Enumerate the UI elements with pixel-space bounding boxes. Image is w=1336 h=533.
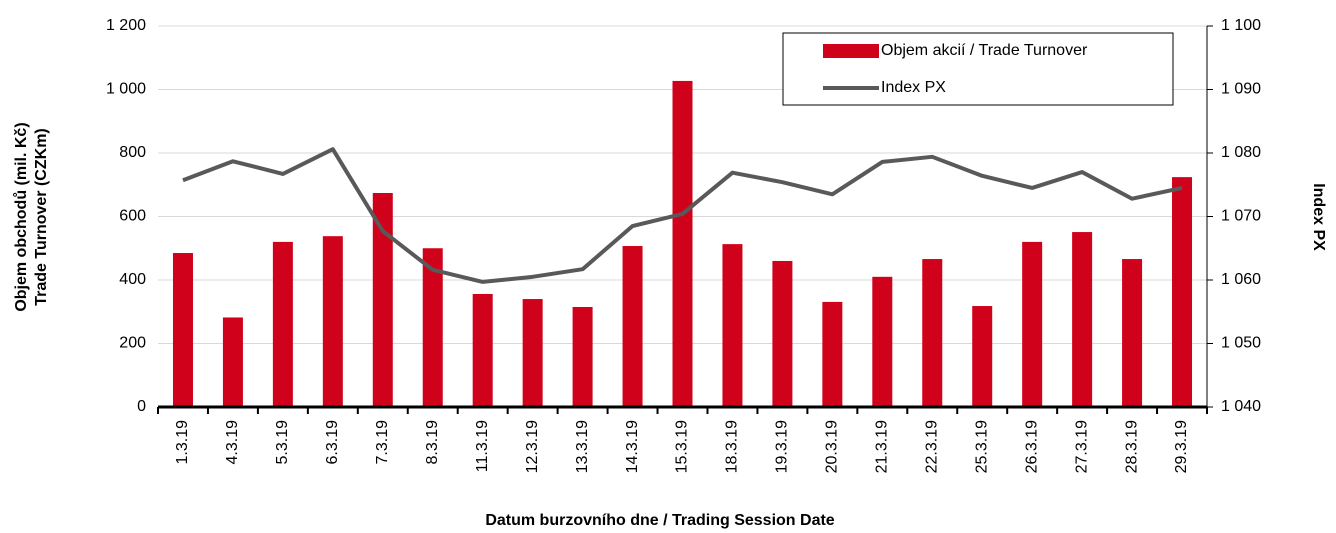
bar <box>622 246 643 407</box>
x-tick-label: 20.3.19 <box>824 420 841 473</box>
x-tick-label: 15.3.19 <box>674 420 691 473</box>
x-axis-title: Datum burzovního dne / Trading Session D… <box>485 512 834 529</box>
x-tick-label: 7.3.19 <box>374 420 391 465</box>
x-tick-label: 26.3.19 <box>1023 420 1040 473</box>
x-tick-label: 21.3.19 <box>874 420 891 473</box>
x-tick-label: 13.3.19 <box>574 420 591 473</box>
legend-label: Objem akcií / Trade Turnover <box>881 42 1088 59</box>
y2-tick-label: 1 090 <box>1221 81 1261 98</box>
y-tick-label: 600 <box>119 208 146 225</box>
bar <box>772 260 793 407</box>
bar <box>1022 241 1043 407</box>
bar <box>422 248 443 407</box>
x-tick-label: 29.3.19 <box>1173 420 1190 473</box>
line <box>182 147 1183 284</box>
bar <box>1122 259 1143 407</box>
bar <box>172 253 193 407</box>
x-tick-label: 25.3.19 <box>973 420 990 473</box>
x-tick-label: 5.3.19 <box>274 420 291 465</box>
x-tick-label: 11.3.19 <box>474 420 491 472</box>
bar <box>522 299 543 407</box>
y2-tick-label: 1 070 <box>1221 208 1261 225</box>
x-tick-label: 1.3.19 <box>174 420 191 465</box>
bar <box>672 80 693 408</box>
bar <box>1172 177 1193 407</box>
bar <box>472 293 493 407</box>
y-axis-title: Trade Turnover (CZKm) <box>33 128 50 306</box>
y2-tick-label: 1 050 <box>1221 335 1261 352</box>
y-tick-label: 1 000 <box>106 81 146 98</box>
bar <box>272 241 293 407</box>
bar <box>872 276 893 407</box>
y-tick-label: 200 <box>119 335 146 352</box>
x-tick-label: 27.3.19 <box>1073 420 1090 473</box>
y2-tick-label: 1 040 <box>1221 398 1261 415</box>
legend-label: Index PX <box>881 79 946 96</box>
x-tick-label: 19.3.19 <box>774 420 791 473</box>
y-axis-title: Objem obchodů (mil. Kč) <box>13 122 30 311</box>
y2-axis-title: Index PX <box>1310 183 1327 251</box>
x-tick-label: 18.3.19 <box>724 420 741 473</box>
y2-tick-label: 1 080 <box>1221 144 1261 161</box>
bar <box>822 301 843 407</box>
y-tick-label: 800 <box>119 144 146 161</box>
legend-swatch <box>823 44 879 58</box>
x-tick-label: 4.3.19 <box>224 420 241 465</box>
y2-tick-label: 1 100 <box>1221 17 1261 34</box>
x-tick-label: 14.3.19 <box>624 420 641 473</box>
bar <box>1072 232 1093 407</box>
bar <box>372 193 393 407</box>
bar <box>722 244 743 407</box>
y-tick-label: 0 <box>137 398 146 415</box>
bar <box>322 236 343 407</box>
bar <box>572 306 593 407</box>
x-tick-label: 6.3.19 <box>324 420 341 465</box>
y-tick-label: 400 <box>119 271 146 288</box>
x-tick-label: 12.3.19 <box>524 420 541 473</box>
y2-tick-label: 1 060 <box>1221 271 1261 288</box>
x-tick-label: 8.3.19 <box>424 420 441 465</box>
x-tick-label: 28.3.19 <box>1123 420 1140 473</box>
y-tick-label: 1 200 <box>106 17 146 34</box>
bar <box>222 317 243 407</box>
bar <box>972 306 993 407</box>
bar <box>922 259 943 407</box>
x-tick-label: 22.3.19 <box>923 420 940 473</box>
